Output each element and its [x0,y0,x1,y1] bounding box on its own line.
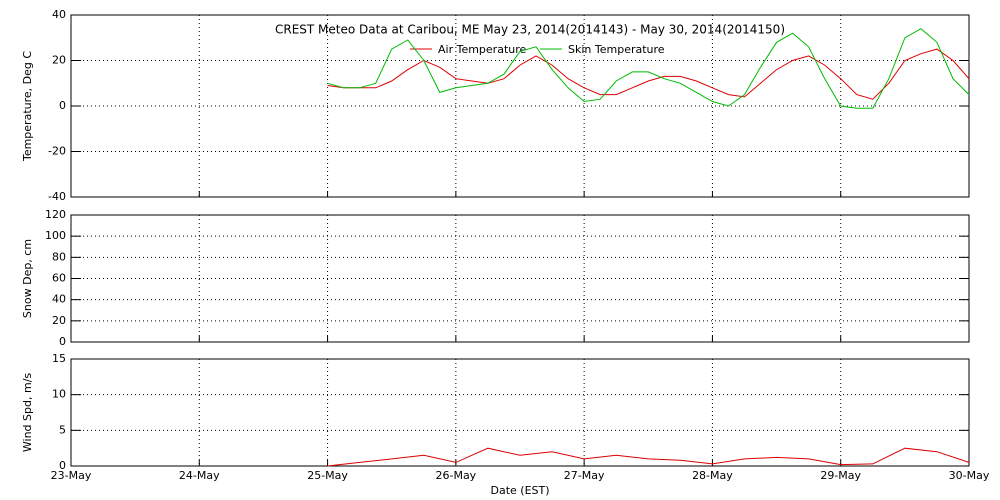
legend-label: Skin Temperature [568,43,665,56]
y-tick-label: 0 [59,459,66,472]
y-tick-label: 0 [59,335,66,348]
x-tick-label: 30-May [949,469,990,482]
y-tick-label: 80 [52,250,66,263]
x-tick-label: 28-May [692,469,733,482]
y-tick-label: -20 [48,145,66,158]
y-tick-label: 20 [52,314,66,327]
data-line [327,447,970,467]
x-tick-label: 27-May [564,469,605,482]
y-tick-label: 40 [52,293,66,306]
y-tick-label: 5 [59,423,66,436]
data-line [327,28,970,109]
x-tick-label: 26-May [435,469,476,482]
y-tick-label: 15 [52,352,66,365]
chart-title: CREST Meteo Data at Caribou, ME May 23, … [275,23,785,37]
x-tick-label: 25-May [307,469,348,482]
plot-frame [70,358,970,467]
y-axis-label: Temperature, Deg C [21,51,34,162]
x-tick-label: 23-May [51,469,92,482]
y-tick-label: -40 [48,190,66,203]
legend-label: Air Temperature [438,43,527,56]
y-tick-label: 10 [52,388,66,401]
y-tick-label: 0 [59,99,66,112]
x-tick-label: 29-May [820,469,861,482]
y-tick-label: 100 [45,229,66,242]
y-axis-label: Wind Spd, m/s [21,373,34,453]
y-tick-label: 60 [52,272,66,285]
y-tick-label: 20 [52,54,66,67]
x-axis-label: Date (EST) [490,484,549,497]
y-axis-label: Snow Dep, cm [21,239,34,318]
y-tick-label: 40 [52,8,66,21]
x-tick-label: 24-May [179,469,220,482]
y-tick-label: 120 [45,208,66,221]
data-line [327,48,970,100]
